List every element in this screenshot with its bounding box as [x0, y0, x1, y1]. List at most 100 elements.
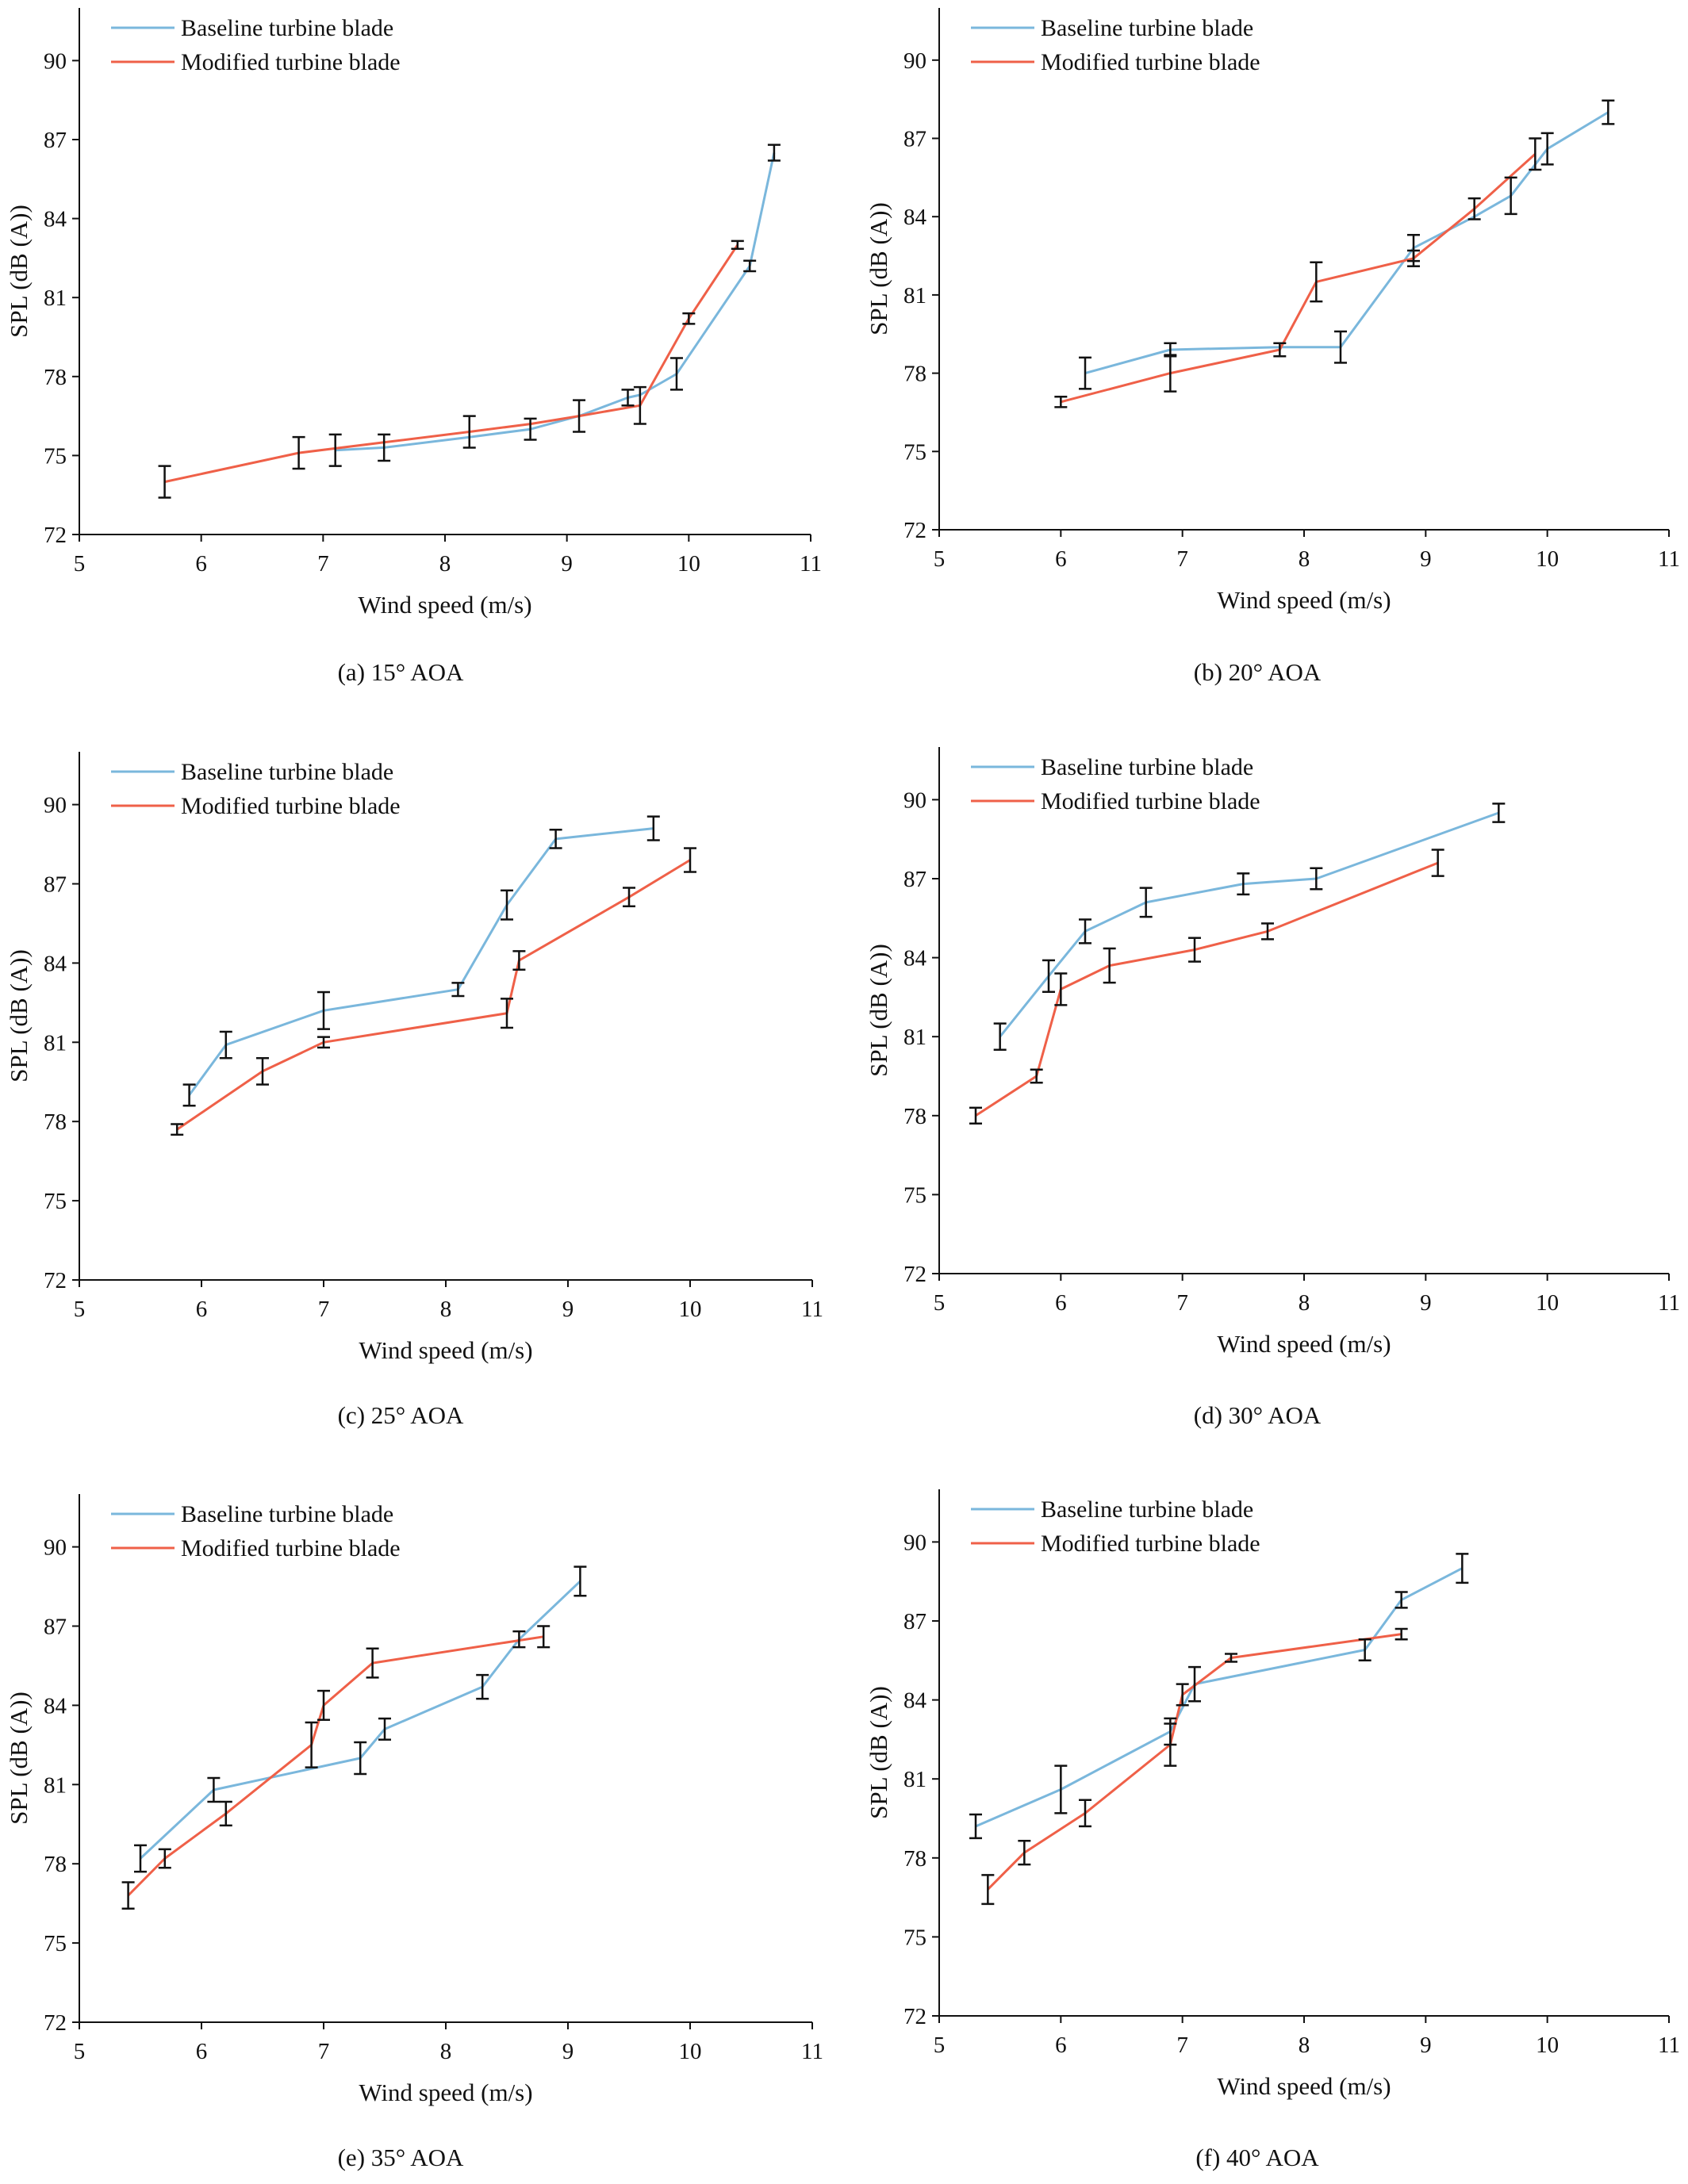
y-tick-label: 72: [44, 2010, 67, 2036]
x-tick-label: 8: [440, 2039, 452, 2064]
data-point-modified: [158, 465, 171, 499]
data-point-baseline: [1395, 1591, 1408, 1609]
data-point-modified: [682, 312, 696, 325]
y-tick-label: 87: [903, 127, 926, 152]
y-tick-label: 87: [44, 128, 67, 153]
x-axis-label: Wind speed (m/s): [359, 1336, 532, 1364]
data-point-modified: [1103, 947, 1116, 984]
data-point-baseline: [621, 389, 635, 407]
series-line-modified: [1060, 153, 1536, 404]
y-tick-label: 72: [903, 518, 926, 543]
data-point-modified: [1018, 1839, 1031, 1866]
x-axis-label: Wind speed (m/s): [358, 591, 531, 619]
x-tick-label: 11: [801, 2039, 823, 2064]
y-tick-label: 75: [44, 1931, 67, 1956]
legend-label-modified: Modified turbine blade: [181, 1535, 401, 1561]
y-tick-label: 78: [44, 365, 67, 390]
x-tick-label: 8: [1299, 2033, 1310, 2058]
x-tick-label: 8: [440, 1297, 452, 1322]
y-tick-label: 81: [903, 1025, 926, 1050]
x-tick-label: 9: [562, 1297, 574, 1322]
data-point-baseline: [767, 144, 781, 162]
x-tick-label: 11: [800, 551, 822, 577]
y-tick-label: 75: [44, 1189, 67, 1214]
x-tick-label: 9: [561, 551, 573, 577]
panel-caption: (b) 20° AOA: [1194, 658, 1322, 686]
y-tick-label: 90: [44, 48, 67, 74]
data-point-modified: [1395, 1627, 1408, 1641]
x-tick-label: 9: [1420, 1290, 1432, 1316]
data-point-baseline: [1079, 356, 1091, 390]
data-point-modified: [305, 1721, 318, 1768]
y-tick-label: 84: [903, 946, 927, 971]
y-axis-label: SPL (dB (A)): [865, 202, 892, 335]
y-tick-label: 75: [903, 439, 926, 465]
y-tick-label: 84: [44, 207, 67, 232]
series-line-modified: [176, 859, 691, 1131]
x-tick-label: 5: [934, 1290, 946, 1316]
data-point-baseline: [328, 433, 342, 467]
series-line-baseline: [188, 827, 654, 1096]
x-tick-label: 5: [74, 1297, 86, 1322]
data-point-modified: [684, 847, 696, 873]
y-tick-label: 78: [44, 1109, 67, 1135]
x-tick-label: 5: [934, 546, 946, 572]
x-tick-label: 10: [1536, 1290, 1559, 1316]
data-point-baseline: [1504, 176, 1517, 216]
x-tick-label: 5: [934, 2033, 946, 2058]
y-axis-label: SPL (dB (A)): [865, 1686, 892, 1819]
data-point-baseline: [501, 889, 513, 921]
panel-caption: (e) 35° AOA: [338, 2144, 464, 2171]
data-point-modified: [1079, 1799, 1091, 1828]
panel-caption: (a) 15° AOA: [338, 658, 464, 686]
y-tick-label: 81: [44, 285, 67, 311]
data-point-modified: [969, 1106, 982, 1125]
data-point-baseline: [1079, 918, 1091, 944]
data-point-modified: [1273, 342, 1287, 358]
x-axis-label: Wind speed (m/s): [1217, 1330, 1391, 1358]
x-axis-label: Wind speed (m/s): [1217, 586, 1391, 614]
data-point-modified: [1431, 849, 1444, 877]
x-tick-label: 6: [196, 2039, 208, 2064]
data-point-baseline: [354, 1741, 367, 1776]
data-point-modified: [1261, 922, 1274, 941]
data-point-baseline: [1456, 1553, 1469, 1584]
data-point-modified: [633, 385, 646, 425]
y-tick-label: 72: [44, 1268, 67, 1293]
legend-label-baseline: Baseline turbine blade: [181, 1501, 393, 1527]
data-point-baseline: [1042, 959, 1055, 994]
x-tick-label: 6: [1055, 1290, 1067, 1316]
x-tick-label: 7: [1176, 1290, 1188, 1316]
y-tick-label: 78: [903, 1104, 926, 1129]
data-point-baseline: [1358, 1638, 1372, 1662]
y-tick-label: 81: [903, 283, 926, 308]
y-tick-label: 72: [44, 523, 67, 548]
y-axis-label: SPL (dB (A)): [865, 944, 892, 1077]
data-point-modified: [171, 1123, 184, 1136]
data-point-modified: [573, 399, 586, 433]
y-tick-label: 75: [903, 1925, 926, 1950]
x-tick-label: 10: [679, 2039, 702, 2064]
data-point-baseline: [646, 815, 660, 841]
x-tick-label: 5: [74, 2039, 86, 2064]
series-line-modified: [975, 861, 1439, 1117]
data-point-modified: [317, 1036, 330, 1049]
data-point-modified: [317, 1689, 330, 1721]
data-point-baseline: [1602, 99, 1615, 125]
x-tick-label: 9: [1420, 546, 1432, 572]
data-point-baseline: [743, 259, 757, 273]
panel-caption: (c) 25° AOA: [338, 1401, 464, 1429]
data-point-baseline: [1237, 872, 1250, 896]
x-tick-label: 9: [1420, 2033, 1432, 2058]
y-tick-label: 81: [44, 1772, 67, 1798]
data-point-modified: [537, 1625, 551, 1649]
x-tick-label: 7: [1176, 2033, 1188, 2058]
y-tick-label: 78: [44, 1852, 67, 1877]
x-axis-label: Wind speed (m/s): [1217, 2072, 1391, 2100]
y-tick-label: 90: [44, 1535, 67, 1561]
x-tick-label: 8: [439, 551, 451, 577]
